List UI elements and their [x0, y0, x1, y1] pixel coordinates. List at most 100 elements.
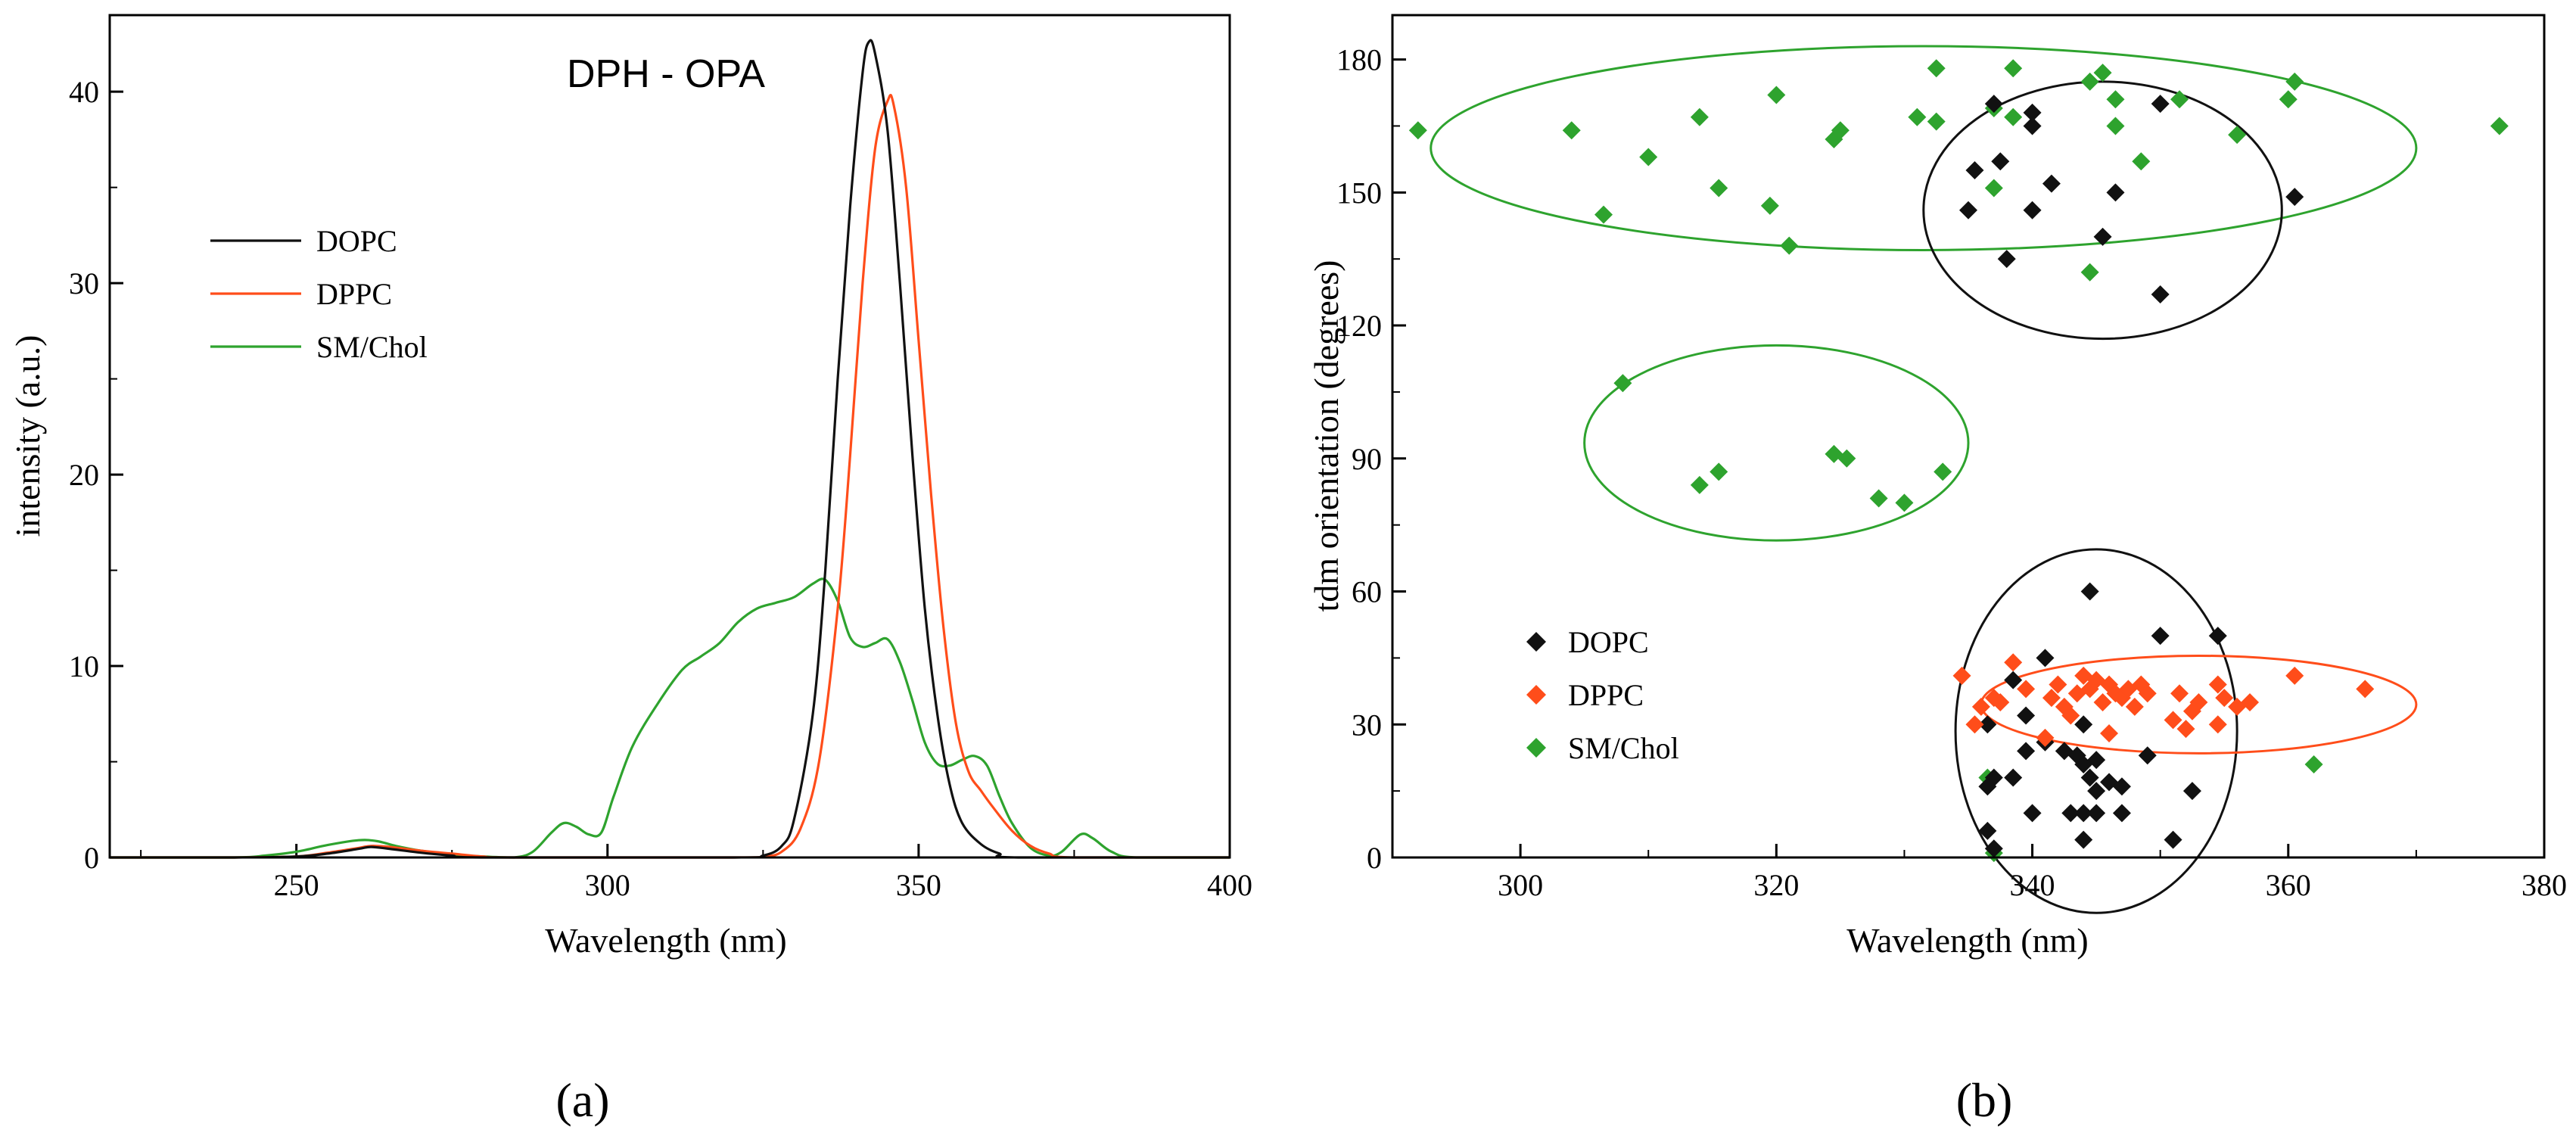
point-dppc: [2036, 728, 2055, 747]
panel-b-scatter-chart: 300 320 340 360 380 0 30 60 90 120 150 180 Waveleng…: [1307, 14, 2567, 960]
panel-b-ticks: 300 320 340 360 380 0 30 60 90 120 150 180: [1336, 43, 2567, 902]
x-tick-label: 360: [2266, 868, 2311, 902]
x-tick-label: 300: [585, 868, 630, 902]
point-dopc: [2106, 183, 2125, 202]
point-dopc: [2208, 627, 2227, 646]
y-tick-label: 30: [1352, 708, 1382, 742]
y-tick-label: 150: [1336, 176, 1382, 210]
point-dopc: [1978, 715, 1997, 734]
point-dppc: [2215, 689, 2234, 708]
legend-label-dopc: DOPC: [1568, 625, 1649, 659]
panel-b-x-axis-label: Wavelength (nm): [1846, 921, 2088, 960]
point-dopc: [2164, 830, 2182, 849]
panel-b-cluster-ellipses: [1430, 45, 2418, 914]
point-dppc: [2100, 724, 2119, 742]
legend-label-sm-chol: SM/Chol: [316, 330, 428, 364]
point-dopc: [2004, 768, 2023, 787]
point-dopc: [2087, 804, 2106, 823]
y-tick-label: 120: [1336, 309, 1382, 343]
point-dopc: [1984, 95, 2003, 114]
point-dppc: [2004, 653, 2023, 672]
point-dppc: [2042, 689, 2061, 708]
point-sm-chol: [2490, 117, 2509, 135]
point-dopc: [2017, 742, 2036, 761]
point-dopc: [2151, 627, 2170, 646]
point-dopc: [2112, 777, 2131, 796]
point-dopc: [2074, 755, 2093, 773]
panel-a-legend: DOPC DPPC SM/Chol: [210, 224, 428, 364]
point-sm-chol: [2228, 126, 2247, 145]
panel-a-y-axis-label: intensity (a.u.): [8, 335, 47, 537]
point-dopc: [2080, 582, 2099, 601]
point-sm-chol: [1984, 179, 2003, 198]
point-dopc: [1965, 161, 1984, 180]
cluster-ellipse-sm-chol: [1583, 344, 1970, 542]
point-dopc: [2151, 285, 2170, 304]
point-dopc: [2087, 782, 2106, 801]
point-sm-chol: [1927, 59, 1946, 78]
point-sm-chol: [1780, 236, 1799, 255]
point-dppc: [2356, 680, 2375, 699]
point-dppc: [2170, 684, 2189, 703]
y-tick-label: 60: [1352, 575, 1382, 609]
point-sm-chol: [1760, 196, 1779, 215]
x-tick-label: 340: [2010, 868, 2055, 902]
point-sm-chol: [1767, 86, 1786, 104]
point-dppc: [1952, 666, 1971, 685]
point-sm-chol: [1869, 489, 1888, 508]
point-dppc: [2285, 666, 2304, 685]
point-dopc: [2074, 715, 2093, 734]
x-tick-label: 250: [274, 868, 319, 902]
point-dppc: [2176, 720, 2195, 739]
point-dppc: [2164, 711, 2182, 730]
panel-b-legend: DOPC DPPC SM/Chol: [1526, 625, 1679, 765]
point-dopc: [2023, 804, 2042, 823]
point-dppc: [2138, 684, 2157, 703]
point-dopc: [2061, 804, 2080, 823]
y-tick-label: 20: [69, 458, 99, 492]
legend-label-dopc: DOPC: [316, 224, 397, 258]
y-tick-label: 90: [1352, 442, 1382, 476]
y-tick-label: 40: [69, 75, 99, 109]
point-sm-chol: [1710, 462, 1728, 481]
point-sm-chol: [2285, 72, 2304, 91]
point-dopc: [2074, 804, 2093, 823]
point-dopc: [2023, 103, 2042, 122]
legend-marker-sm-chol: [1526, 738, 1546, 758]
panel-b-caption: (b): [1956, 1073, 2013, 1127]
y-tick-label: 0: [1367, 841, 1382, 875]
legend-label-dppc: DPPC: [316, 277, 392, 311]
point-dopc: [2042, 174, 2061, 193]
point-dppc: [2017, 680, 2036, 699]
point-sm-chol: [1562, 121, 1581, 140]
point-sm-chol: [1408, 121, 1427, 140]
point-sm-chol: [2004, 107, 2023, 126]
x-tick-label: 400: [1207, 868, 1252, 902]
legend-label-sm-chol: SM/Chol: [1568, 731, 1679, 765]
point-dopc: [2182, 782, 2201, 801]
point-dopc: [2017, 706, 2036, 725]
point-dopc: [2023, 117, 2042, 135]
point-sm-chol: [2106, 117, 2125, 135]
point-sm-chol: [1927, 112, 1946, 131]
x-tick-label: 300: [1498, 868, 1543, 902]
y-tick-label: 180: [1336, 43, 1382, 77]
point-dopc: [2023, 201, 2042, 219]
point-sm-chol: [1895, 493, 1914, 512]
point-dopc: [1991, 152, 2010, 171]
point-sm-chol: [2106, 90, 2125, 109]
legend-label-dppc: DPPC: [1568, 678, 1644, 712]
point-dppc: [2189, 692, 2208, 711]
series-line-dopc: [110, 39, 1230, 859]
point-sm-chol: [1908, 107, 1927, 126]
x-tick-label: 320: [1753, 868, 1799, 902]
cluster-ellipse-dopc: [1954, 548, 2238, 914]
point-sm-chol: [1639, 148, 1658, 166]
point-sm-chol: [1613, 374, 1632, 393]
point-sm-chol: [2304, 755, 2323, 773]
legend-marker-dopc: [1526, 632, 1546, 652]
point-dppc: [2093, 692, 2112, 711]
point-sm-chol: [1690, 475, 1709, 494]
